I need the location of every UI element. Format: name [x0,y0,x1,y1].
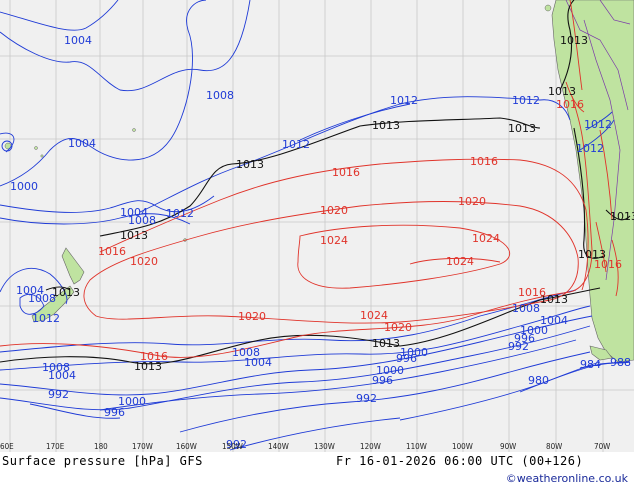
isobar-label-low: 1000 [376,364,404,377]
isobar-label-high: 1016 [98,245,126,258]
isobar-label-1013: 1013 [120,229,148,242]
isobar-label-low: 1000 [400,346,428,359]
isobar-label-high: 1024 [320,234,348,247]
isobar-label-low: 1004 [48,369,76,382]
isobar-label-low: 1012 [282,138,310,151]
pressure-map: 1004 1008 1004 1000 1004 1008 1012 1012 … [0,0,634,452]
map-footer: Surface pressure [hPa] GFS Fr 16-01-2026… [0,452,634,490]
isobar-label-high: 1016 [556,98,584,111]
forecast-timestamp: Fr 16-01-2026 06:00 UTC (00+126) [336,454,584,468]
isobar-label-1013: 1013 [372,337,400,350]
land-south-america [551,0,634,363]
longitude-tick: 100W [452,442,473,451]
longitude-tick: 140W [268,442,289,451]
credit-link[interactable]: ©weatheronline.co.uk [505,472,628,485]
longitude-tick: 170E [46,442,65,451]
isobar-label-1013: 1013 [134,360,162,373]
isobar-label-1013: 1013 [236,158,264,171]
isobar-label-high: 1020 [320,204,348,217]
isobar-label-low: 1000 [118,395,146,408]
longitude-tick: 80W [546,442,562,451]
longitude-tick: 170W [132,442,153,451]
isobar-label-1013: 1013 [560,34,588,47]
isobar-label-low: 988 [610,356,631,369]
map-canvas: 1004 1008 1004 1000 1004 1008 1012 1012 … [0,0,634,452]
isobar-label-1013: 1013 [52,286,80,299]
isobar-label-1013: 1013 [548,85,576,98]
isobar-label-low: 992 [508,340,529,353]
isobar-label-1013: 1013 [372,119,400,132]
isobar-label-low: 1012 [576,142,604,155]
isobar-label-low: 1004 [64,34,92,47]
country-borders [565,0,631,281]
isobar-label-low: 1004 [540,314,568,327]
longitude-tick: 150W [222,442,243,451]
isobar-label-low: 1008 [232,346,260,359]
isobar-label-low: 1012 [512,94,540,107]
isobar-label-high: 1020 [238,310,266,323]
longitude-tick: 130W [314,442,335,451]
isobar-label-high: 1016 [518,286,546,299]
isobar-label-high: 1016 [594,258,622,271]
isobar-label-high: 1020 [130,255,158,268]
isobar-label-low: 996 [514,332,535,345]
isobar-label-low: 996 [104,406,125,419]
isobar-label-low: 1004 [16,284,44,297]
isobar-label-low: 984 [580,358,601,371]
longitude-tick: 70W [594,442,610,451]
isobar-label-low: 1008 [28,292,56,305]
isobar-label-low: 1008 [206,89,234,102]
longitude-tick: 120W [360,442,381,451]
isobar-label-low: 996 [396,352,417,365]
land-pacific-islands [4,4,552,242]
longitude-tick: 60E [0,442,14,451]
isobar-label-low: 992 [226,438,247,451]
isobar-label-high: 1020 [458,195,486,208]
isobar-label-low: 1012 [166,207,194,220]
longitude-tick: 90W [500,442,516,451]
isobar-label-low: 1012 [32,312,60,325]
isobar-label-1013: 1013 [610,210,634,223]
isobars-low [0,0,631,451]
isobar-label-low: 1004 [120,206,148,219]
longitude-tick: 180 [94,442,108,451]
parallel-lines [0,55,634,391]
isobar-label-high: 1016 [140,350,168,363]
isobar-label-high: 1016 [332,166,360,179]
isobar-label-high: 1024 [446,255,474,268]
isobar-label-low: 1008 [42,361,70,374]
longitude-tick: 160W [176,442,197,451]
isobar-label-low: 1012 [584,118,612,131]
longitude-axis: 60E 170E 180 170W 160W 150W 140W 130W 12… [0,442,610,451]
isobar-label-low: 1000 [520,324,548,337]
isobar-label-low: 980 [528,374,549,387]
isobar-label-low: 1012 [390,94,418,107]
meridian-lines [9,0,604,452]
isobar-label-low: 1004 [244,356,272,369]
isobar-label-high: 1024 [472,232,500,245]
isobar-label-1013: 1013 [578,248,606,261]
isobar-label-low: 1000 [10,180,38,193]
isobar-label-1013: 1013 [508,122,536,135]
isobar-label-low: 1004 [68,137,96,150]
isobar-label-high: 1020 [384,321,412,334]
isobar-label-high: 1016 [470,155,498,168]
land-new-zealand-north [61,247,85,285]
isobar-label-low: 1008 [128,214,156,227]
isobar-label-1013: 1013 [540,293,568,306]
isobar-label-low: 992 [48,388,69,401]
isobar-label-low: 996 [372,374,393,387]
isobar-label-low: 992 [356,392,377,405]
land-tierra-del-fuego [589,345,613,361]
isobars-high [0,0,619,358]
isobar-label-low: 1008 [512,302,540,315]
longitude-tick: 110W [406,442,427,451]
isobar-label-high: 1024 [360,309,388,322]
map-title: Surface pressure [hPa] GFS [2,454,203,468]
